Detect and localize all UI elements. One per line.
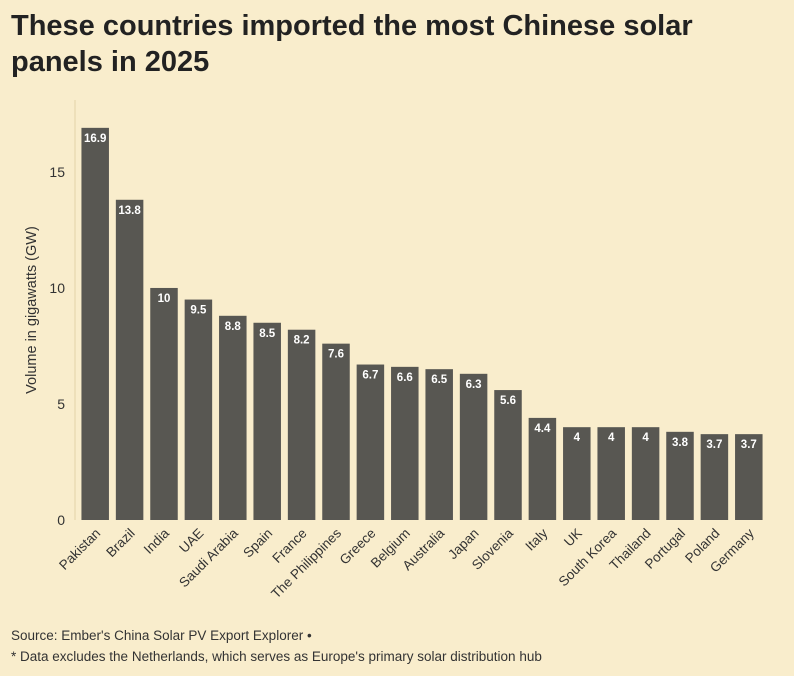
- bar-data-label: 16.9: [84, 133, 106, 145]
- bar-uk: [563, 427, 591, 520]
- bar-data-label: 10: [158, 293, 171, 305]
- bar-poland: [700, 434, 729, 520]
- data-footnote: * Data excludes the Netherlands, which s…: [11, 649, 542, 664]
- bar-portugal: [666, 431, 694, 520]
- bar-data-label: 5.6: [500, 395, 516, 407]
- bar-data-label: 6.6: [397, 372, 413, 384]
- chart-title: These countries imported the most Chines…: [11, 10, 693, 78]
- bar-greece: [356, 364, 385, 520]
- bar-data-label: 4: [642, 432, 649, 444]
- bar-data-label: 6.5: [431, 374, 448, 386]
- bar-data-label: 4.4: [534, 423, 551, 435]
- bar-pakistan: [81, 127, 109, 520]
- bar-saudi-arabia: [219, 315, 247, 520]
- y-tick-label: 10: [49, 280, 65, 296]
- x-tick-label: India: [141, 525, 173, 557]
- bar-france: [287, 329, 316, 520]
- x-tick-label: UK: [561, 526, 585, 550]
- bar-thailand: [631, 427, 660, 520]
- y-axis-label: Volume in gigawatts (GW): [24, 226, 40, 394]
- bar-germany: [735, 434, 763, 520]
- y-tick-label: 15: [49, 164, 65, 180]
- bars: [81, 127, 763, 520]
- bar-data-label: 3.8: [672, 437, 689, 449]
- bar-uae: [184, 299, 213, 520]
- y-axis: 0 5 10 15: [49, 100, 76, 528]
- bar-italy: [528, 417, 557, 520]
- bar-belgium: [391, 366, 419, 520]
- bar-brazil: [115, 199, 144, 520]
- bar-data-label: 8.5: [259, 328, 276, 340]
- bar-data-label: 8.2: [294, 335, 310, 347]
- bar-india: [150, 287, 178, 520]
- bar-data-label: 4: [608, 432, 615, 444]
- y-tick-label: 0: [57, 512, 65, 528]
- bar-data-label: 13.8: [118, 205, 141, 217]
- bar-data-label: 3.7: [741, 439, 757, 451]
- bar-the-philippines: [322, 343, 350, 520]
- x-tick-label: UAE: [176, 526, 206, 556]
- bar-data-label: 4: [574, 432, 581, 444]
- bar-data-label: 6.7: [362, 370, 378, 382]
- source-note: Source: Ember's China Solar PV Export Ex…: [11, 628, 312, 643]
- bar-data-label: 3.7: [706, 439, 722, 451]
- bar-spain: [253, 322, 281, 520]
- x-tick-label: Pakistan: [56, 526, 103, 573]
- bar-slovenia: [494, 390, 522, 520]
- bar-data-label: 9.5: [190, 305, 207, 317]
- bar-chart: 0 5 10 15 Volume in gigawatts (GW) 16.9 13.8…: [24, 100, 763, 601]
- bar-data-label: 7.6: [328, 349, 344, 361]
- bar-australia: [425, 369, 453, 520]
- bar-data-label: 8.8: [225, 321, 242, 333]
- bar-data-label: 6.3: [466, 379, 482, 391]
- bar-data-labels: 16.9 13.8 10 9.5 8.8 8.5 8.2 7.6 6.7 6.6 6.5 6.3 5.6…: [84, 133, 757, 451]
- bar-japan: [459, 373, 488, 520]
- x-tick-label: Italy: [522, 525, 550, 553]
- x-tick-label: Brazil: [103, 526, 137, 560]
- y-tick-label: 5: [57, 396, 65, 412]
- bar-south-korea: [597, 427, 625, 520]
